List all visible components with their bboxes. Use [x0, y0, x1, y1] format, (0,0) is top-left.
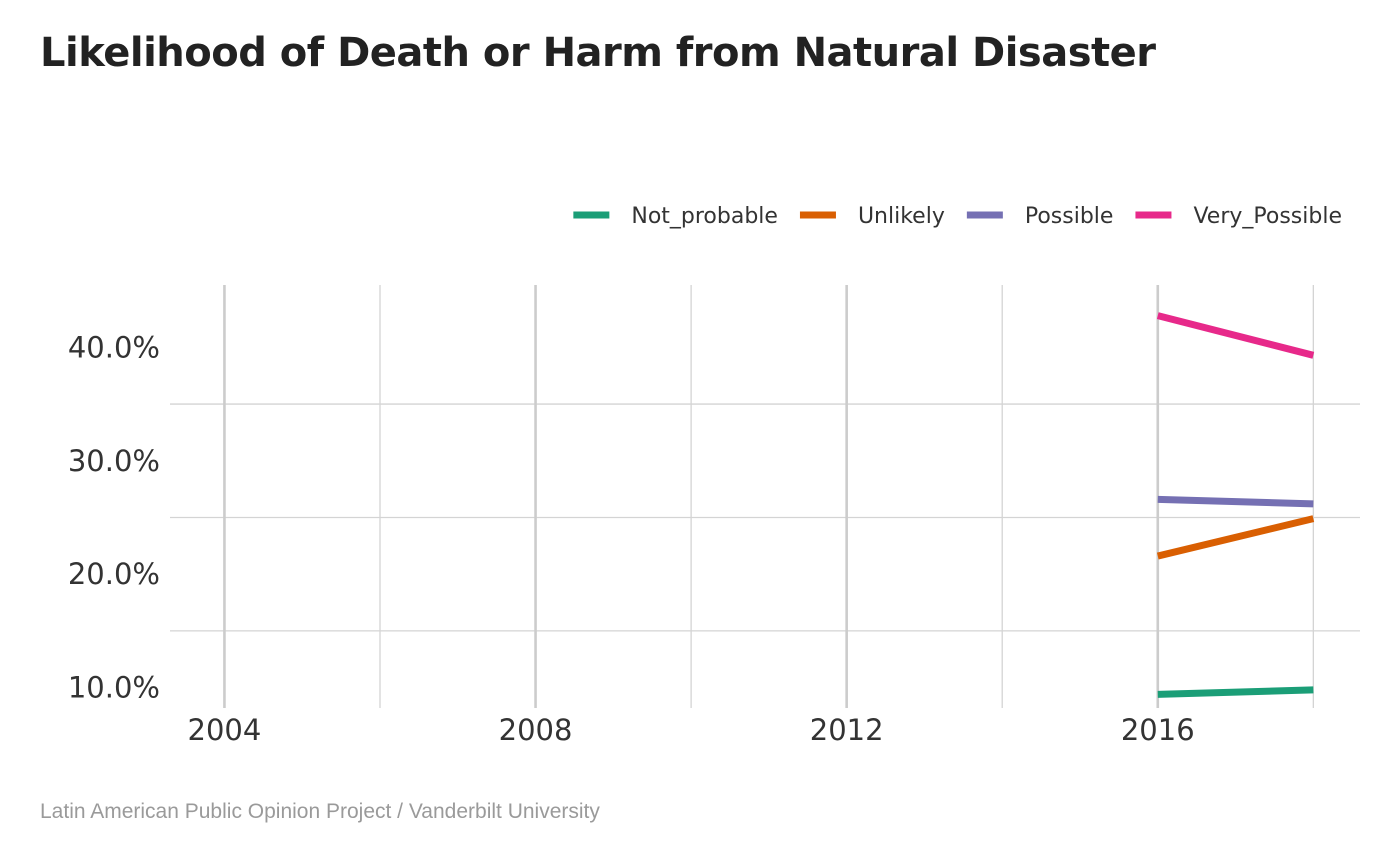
- x-tick-label: 2016: [1121, 713, 1195, 747]
- x-axis: 2004 2008 2012 2016: [188, 713, 1195, 747]
- y-tick-label: 20.0%: [68, 557, 160, 591]
- series-line-unlikely: [1156, 515, 1315, 560]
- legend-label-not-probable: Not_probable: [631, 204, 778, 229]
- legend-label-very-possible: Very_Possible: [1193, 204, 1342, 229]
- series-line-possible: [1157, 495, 1314, 508]
- x-tick-label: 2012: [810, 713, 884, 747]
- gridlines: [170, 285, 1360, 708]
- chart-title: Likelihood of Death or Harm from Natural…: [40, 30, 1156, 76]
- series-lines: [1156, 312, 1315, 698]
- y-tick-label: 10.0%: [68, 671, 160, 705]
- source-caption: Latin American Public Opinion Project / …: [40, 800, 600, 823]
- series-line-very-possible: [1156, 312, 1315, 359]
- legend: Not_probable Unlikely Possible Very_Possibl…: [573, 204, 1342, 229]
- legend-label-unlikely: Unlikely: [858, 204, 945, 229]
- y-tick-label: 30.0%: [68, 444, 160, 478]
- y-tick-label: 40.0%: [68, 330, 160, 364]
- series-line-not-probable: [1157, 686, 1314, 698]
- legend-label-possible: Possible: [1025, 204, 1114, 229]
- x-tick-label: 2004: [188, 713, 262, 747]
- y-axis: 10.0% 20.0% 30.0% 40.0%: [68, 330, 160, 704]
- x-tick-label: 2008: [499, 713, 573, 747]
